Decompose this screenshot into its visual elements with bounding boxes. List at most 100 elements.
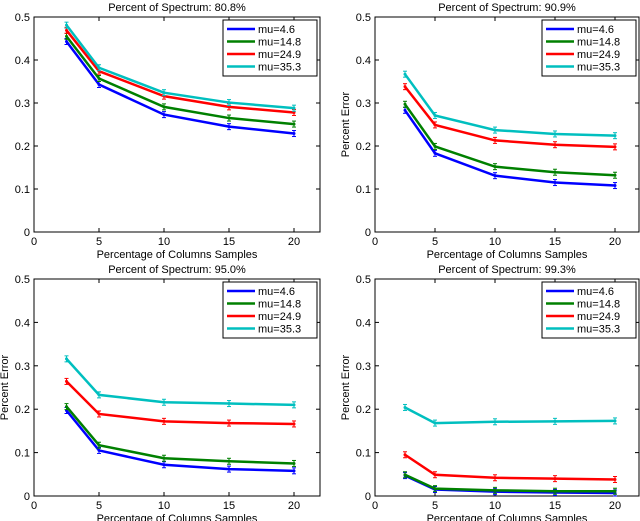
data-point — [553, 170, 557, 174]
y-tick-label: 0.3 — [356, 361, 371, 373]
data-point — [493, 138, 497, 142]
data-point — [493, 420, 497, 424]
legend-label: mu=35.3 — [577, 324, 620, 336]
plot-area-frame — [33, 278, 321, 497]
y-axis-label: Percent Error — [340, 91, 352, 157]
data-point — [162, 463, 166, 467]
data-point — [433, 421, 437, 425]
legend: mu=4.6mu=14.8mu=24.9mu=35.3 — [541, 19, 637, 77]
y-tick-label: 0 — [365, 227, 371, 239]
data-point — [162, 113, 166, 117]
data-point — [292, 422, 296, 426]
data-point — [65, 40, 68, 44]
x-tick-label: 20 — [609, 236, 621, 248]
data-point — [553, 419, 557, 423]
y-tick-label: 0.2 — [15, 141, 30, 153]
data-point — [162, 419, 166, 423]
series-mu=24.9 — [64, 377, 296, 428]
y-tick-label: 0.5 — [15, 274, 30, 286]
x-tick-label: 20 — [609, 500, 621, 512]
data-point — [227, 125, 231, 129]
series-mu=35.3 — [403, 70, 617, 140]
legend-label: mu=24.9 — [577, 49, 620, 61]
chart-panel-1: 0 5 10 15 20 0 0.1 0.2 0.3 0.4 0.5 Percent of Spect… — [15, 2, 321, 261]
y-tick-label: 0.1 — [15, 448, 30, 460]
data-point — [65, 28, 68, 32]
y-tick-label: 0.4 — [356, 55, 371, 67]
data-point — [613, 184, 617, 188]
x-tick-label: 15 — [549, 236, 561, 248]
data-point — [493, 476, 497, 480]
data-point — [493, 174, 497, 178]
series-mu=24.9 — [403, 83, 617, 151]
chart-title: Percent of Spectrum: 95.0% — [108, 264, 246, 276]
y-tick-label: 0.2 — [15, 404, 30, 416]
data-point — [433, 473, 437, 477]
legend-label: mu=4.6 — [258, 286, 295, 298]
data-point — [493, 128, 497, 132]
y-tick-label: 0.4 — [15, 55, 30, 67]
x-tick-label: 5 — [96, 500, 102, 512]
data-point — [292, 469, 296, 473]
x-tick-label: 20 — [288, 236, 300, 248]
data-point — [553, 143, 557, 147]
data-point — [292, 132, 296, 136]
data-point — [292, 106, 296, 110]
legend-label: mu=35.3 — [258, 324, 301, 336]
y-tick-label: 0.4 — [15, 317, 30, 329]
data-point — [227, 105, 231, 109]
x-tick-label: 10 — [158, 500, 170, 512]
legend-label: mu=4.6 — [577, 24, 614, 36]
x-tick-label: 20 — [288, 500, 300, 512]
y-axis-label: Percent Error — [0, 354, 11, 420]
data-point — [613, 145, 617, 149]
chart-title: Percent of Spectrum: 99.3% — [438, 264, 576, 276]
legend-label: mu=24.9 — [577, 311, 620, 323]
x-axis-label: Percentage of Columns Samples — [427, 249, 588, 261]
x-tick-label: 5 — [96, 236, 102, 248]
series-line — [404, 406, 616, 425]
data-point — [97, 66, 101, 70]
x-tick-label: 10 — [158, 236, 170, 248]
data-point — [65, 34, 68, 38]
data-point — [403, 102, 407, 106]
data-point — [162, 456, 166, 460]
plot-area-frame — [33, 16, 321, 233]
data-point — [162, 105, 166, 109]
series-mu=14.8 — [64, 403, 296, 467]
y-tick-label: 0 — [24, 227, 30, 239]
data-point — [65, 357, 68, 361]
legend: mu=4.6mu=14.8mu=24.9mu=35.3 — [222, 19, 318, 77]
data-point — [65, 405, 68, 409]
y-tick-label: 0.5 — [356, 274, 371, 286]
y-tick-label: 0.3 — [15, 361, 30, 373]
data-point — [227, 402, 231, 406]
x-tick-label: 5 — [432, 500, 438, 512]
y-tick-label: 0 — [365, 491, 371, 503]
chart-panel-3: 0 5 10 15 20 0 0.1 0.2 0.3 0.4 0.5 Percent of Spect… — [0, 264, 321, 521]
x-tick-label: 0 — [372, 236, 378, 248]
data-point — [162, 91, 166, 95]
data-point — [292, 122, 296, 126]
legend: mu=4.6mu=14.8mu=24.9mu=35.3 — [541, 281, 637, 339]
data-point — [97, 443, 101, 447]
data-point — [227, 116, 231, 120]
series-mu=4.6 — [64, 407, 296, 475]
x-axis-label: Percentage of Columns Samples — [97, 513, 258, 521]
series-mu=35.3 — [64, 21, 296, 112]
data-point — [227, 101, 231, 105]
data-point — [433, 113, 437, 117]
data-point — [97, 393, 101, 397]
legend-label: mu=35.3 — [258, 62, 301, 74]
y-axis-label: Percent Error — [340, 354, 352, 420]
legend: mu=4.6mu=14.8mu=24.9mu=35.3 — [222, 281, 318, 339]
data-point — [613, 478, 617, 482]
legend-label: mu=14.8 — [258, 299, 301, 311]
series-mu=35.3 — [403, 403, 617, 427]
data-point — [613, 489, 617, 493]
series-line — [404, 453, 616, 481]
x-tick-label: 0 — [31, 500, 37, 512]
data-point — [493, 488, 497, 492]
data-point — [553, 132, 557, 136]
